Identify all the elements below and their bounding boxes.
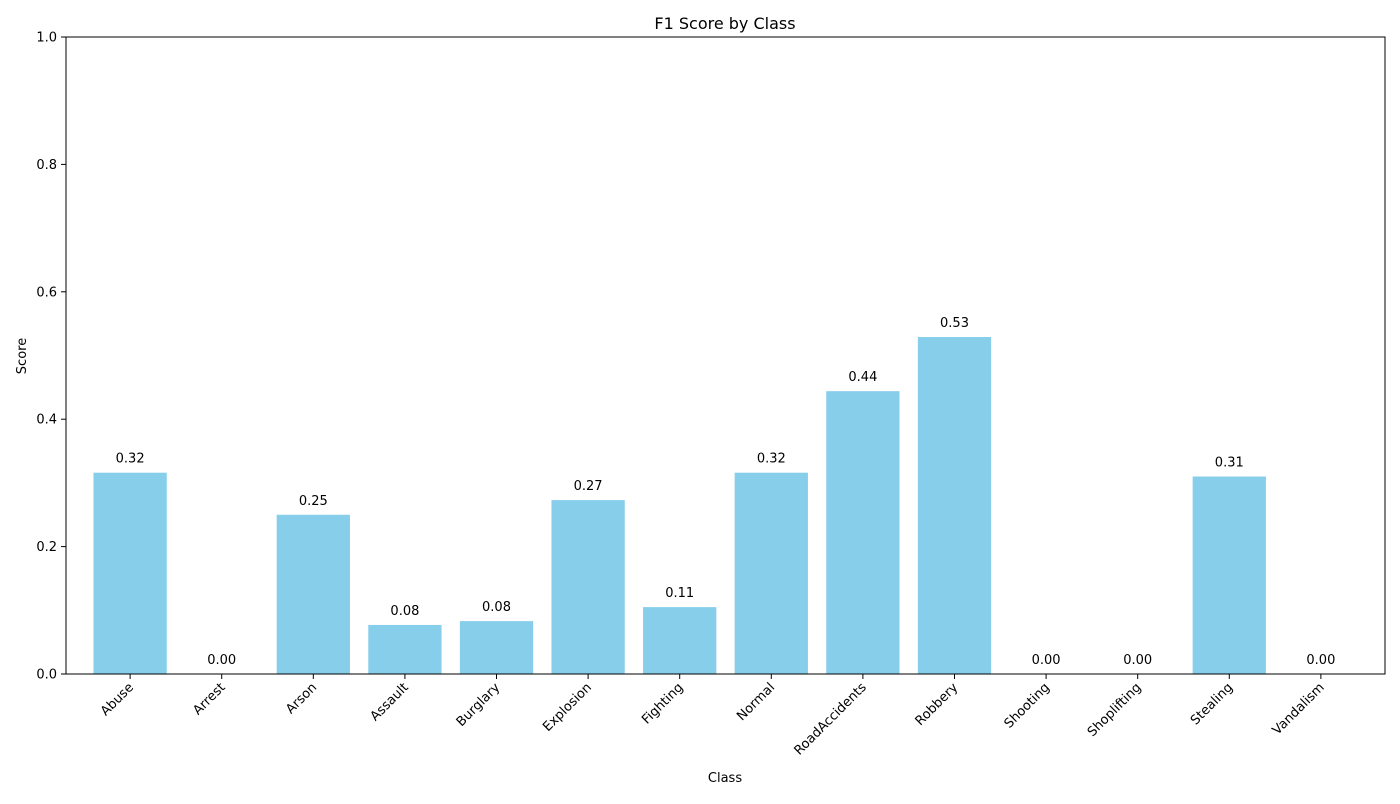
data-label-vandalism: 0.00 [1306, 653, 1335, 668]
bar-abuse [93, 472, 167, 674]
data-label-explosion: 0.27 [574, 479, 603, 494]
y-tick-label: 1.0 [36, 31, 57, 46]
bar-stealing [1192, 476, 1266, 674]
data-label-arrest: 0.00 [207, 653, 236, 668]
y-tick-label: 0.6 [36, 285, 57, 300]
data-label-robbery: 0.53 [940, 316, 969, 331]
x-tick-label-assault: Assault [368, 680, 412, 724]
bar-robbery [917, 337, 992, 674]
plot-frame [65, 36, 1386, 675]
bar-roadaccidents [826, 391, 900, 674]
data-label-normal: 0.32 [757, 452, 786, 467]
y-tick-label: 0.8 [36, 158, 57, 173]
data-label-arson: 0.25 [299, 494, 328, 509]
x-tick-label-robbery: Robbery [913, 680, 962, 729]
x-tick-label-roadaccidents: RoadAccidents [792, 680, 870, 758]
y-tick-label: 0.0 [36, 668, 57, 683]
data-label-shoplifting: 0.00 [1123, 653, 1152, 668]
y-axis-ticks: 0.0 0.2 0.4 0.6 0.8 1.0 [36, 31, 66, 683]
x-axis-ticks: Abuse Arrest Arson Assault Burglary Explosion… [98, 674, 1328, 758]
data-label-assault: 0.08 [390, 604, 419, 619]
bar-arson [276, 514, 350, 674]
data-labels-group: 0.32 0.00 0.25 0.08 0.08 0.27 0.11 0.32 0.44 0.53… [116, 316, 1336, 668]
bar-fighting [643, 607, 717, 674]
x-tick-label-explosion: Explosion [540, 680, 595, 735]
data-label-stealing: 0.31 [1215, 456, 1244, 471]
x-tick-label-vandalism: Vandalism [1270, 680, 1328, 738]
x-tick-label-fighting: Fighting [639, 680, 686, 727]
x-tick-label-arson: Arson [283, 680, 320, 717]
x-tick-label-normal: Normal [734, 680, 778, 724]
data-label-fighting: 0.11 [665, 586, 694, 601]
y-tick-label: 0.2 [36, 540, 57, 555]
bar-normal [734, 472, 808, 674]
data-label-shooting: 0.00 [1032, 653, 1061, 668]
x-tick-label-shooting: Shooting [1002, 680, 1053, 731]
data-label-abuse: 0.32 [116, 452, 145, 467]
x-tick-label-abuse: Abuse [98, 680, 137, 719]
x-tick-label-arrest: Arrest [190, 680, 228, 718]
x-tick-label-stealing: Stealing [1188, 680, 1236, 728]
data-label-burglary: 0.08 [482, 600, 511, 615]
bar-assault [368, 624, 442, 674]
y-axis-label: Score [15, 338, 30, 374]
x-axis-label: Class [708, 771, 742, 786]
x-tick-label-shoplifting: Shoplifting [1085, 680, 1145, 740]
chart-title: F1 Score by Class [654, 14, 795, 33]
y-tick-label: 0.4 [36, 413, 57, 428]
bar-burglary [459, 621, 534, 674]
bar-explosion [551, 500, 625, 674]
bars-group [93, 337, 1266, 674]
x-tick-label-burglary: Burglary [454, 680, 504, 730]
data-label-roadaccidents: 0.44 [848, 370, 877, 385]
